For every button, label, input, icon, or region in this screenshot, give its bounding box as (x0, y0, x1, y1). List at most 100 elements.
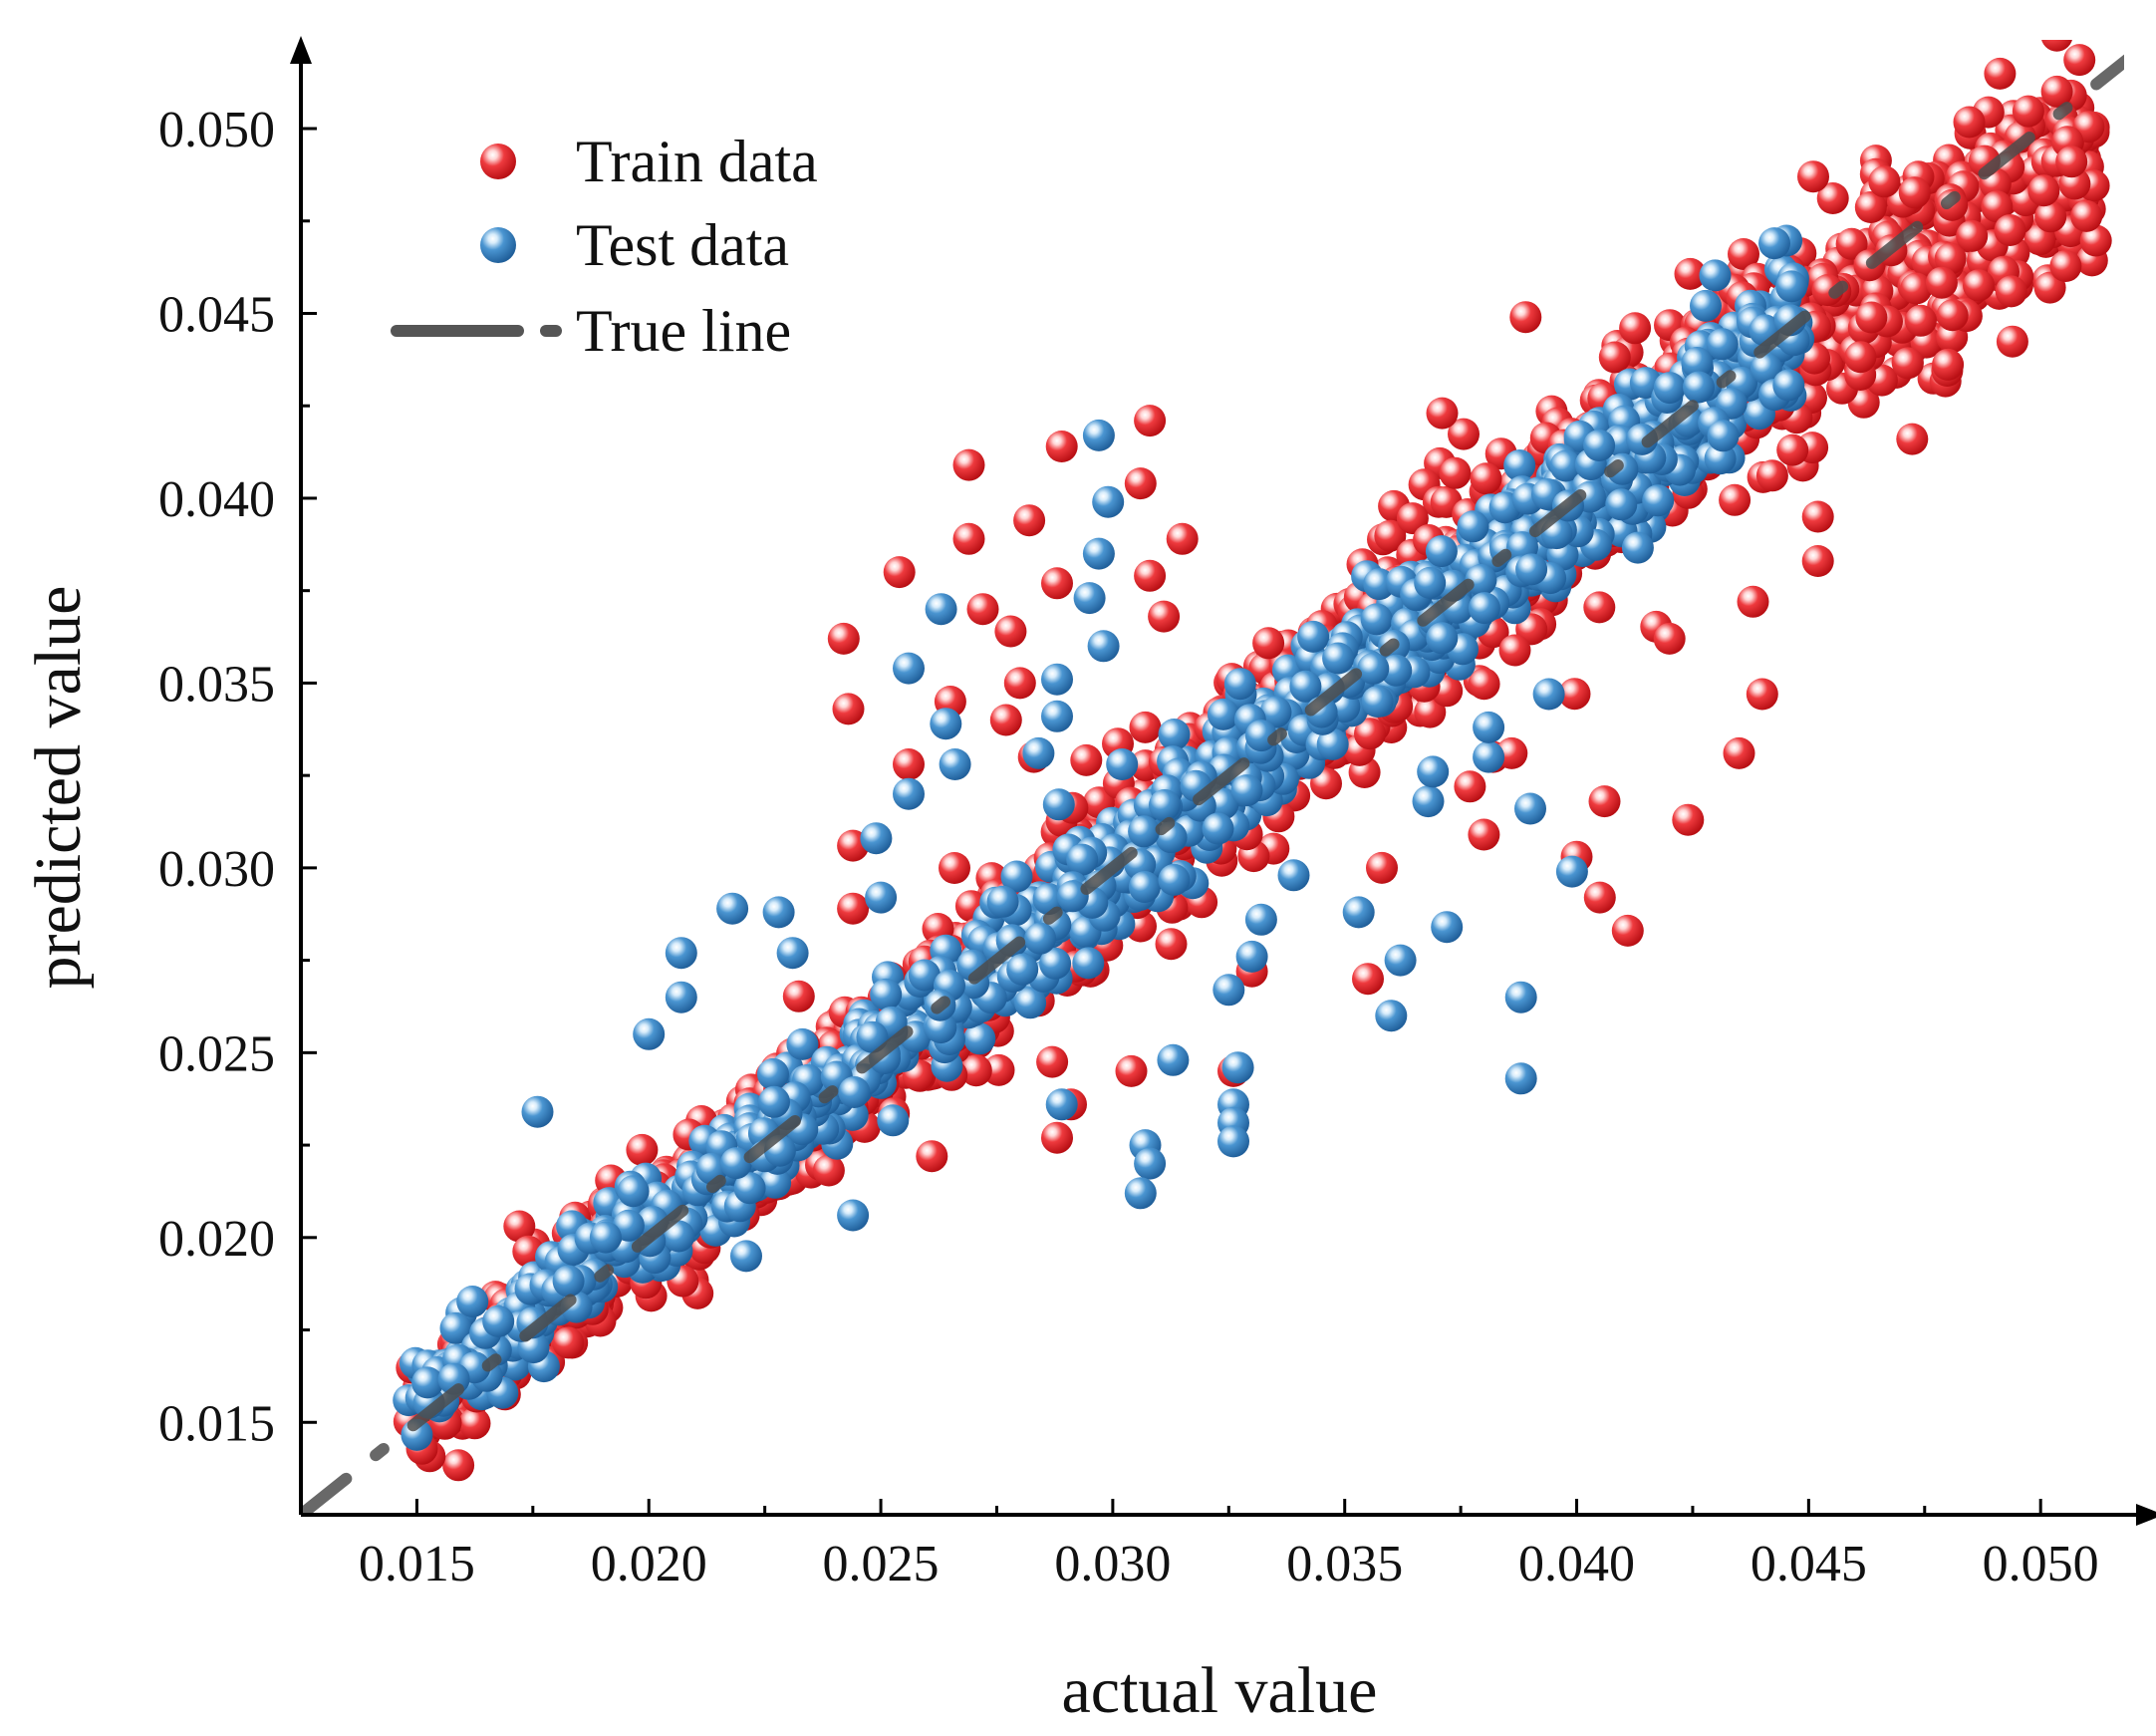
test-point (1503, 449, 1536, 481)
y-axis-title: predicted value (22, 586, 95, 990)
train-point (1509, 301, 1542, 334)
test-point (776, 937, 809, 970)
train-point (1439, 456, 1472, 489)
train-point (1719, 483, 1752, 516)
test-point (589, 1221, 622, 1254)
test-point (1082, 419, 1115, 451)
test-point (1128, 815, 1161, 848)
test-point (758, 1085, 790, 1118)
train-point (1454, 770, 1486, 803)
train-point (458, 1407, 491, 1440)
test-point (1134, 1147, 1167, 1180)
train-point (1155, 928, 1188, 961)
test-point (730, 1240, 762, 1273)
test-point (837, 1199, 870, 1232)
train-point (1984, 57, 2017, 90)
train-point (1674, 257, 1707, 290)
y-tick-label: 0.025 (158, 1025, 275, 1082)
legend: Train data Test data True line (391, 129, 818, 364)
train-point (1994, 214, 2026, 246)
train-point (1166, 522, 1199, 555)
train-point (1558, 678, 1591, 711)
train-point (966, 593, 999, 626)
test-point (1124, 1177, 1157, 1210)
true-line-layer (301, 54, 2124, 1515)
test-point (762, 896, 795, 929)
test-point (1758, 227, 1790, 260)
train-point (1934, 242, 1967, 275)
test-point (633, 1017, 666, 1050)
test-point (521, 1095, 554, 1128)
test-point (908, 959, 941, 992)
test-point (757, 1057, 789, 1090)
train-point (1672, 803, 1705, 836)
test-point (1277, 859, 1310, 892)
test-point (665, 981, 697, 1013)
train-point (1995, 275, 2027, 308)
train-point (1252, 627, 1285, 660)
test-point (1342, 896, 1375, 929)
test-point (1072, 947, 1105, 980)
train-point (1728, 238, 1759, 270)
train-point (1498, 634, 1531, 667)
train-point (626, 1133, 659, 1166)
test-point (1157, 1043, 1190, 1076)
test-point (1431, 911, 1464, 944)
train-point (1835, 227, 1868, 260)
test-point (1621, 531, 1654, 564)
test-point (1549, 449, 1582, 482)
train-point (952, 522, 985, 555)
test-point (1504, 981, 1537, 1013)
train-point (1896, 423, 1929, 455)
test-point (1555, 855, 1588, 888)
test-point (1039, 947, 1072, 980)
test-point (1014, 987, 1047, 1019)
train-point (1932, 348, 1965, 381)
train-point (1129, 711, 1162, 743)
test-point (1360, 603, 1393, 636)
test-point (925, 593, 957, 626)
test-point (1207, 698, 1239, 730)
train-point (893, 748, 925, 780)
test-point (663, 1220, 695, 1253)
test-point (893, 777, 925, 810)
test-point (986, 885, 1019, 918)
x-tick-label: 0.045 (1751, 1536, 1867, 1592)
train-point (1981, 190, 2014, 223)
train-point (1583, 881, 1616, 914)
test-point (759, 1166, 792, 1199)
train-point (959, 1054, 992, 1087)
train-point (442, 1449, 475, 1482)
test-point (860, 822, 893, 855)
train-point (1801, 545, 1834, 577)
test-point (1223, 668, 1256, 701)
test-point (1473, 740, 1505, 773)
train-point (552, 1326, 585, 1359)
test-point (1106, 748, 1139, 780)
test-point (1230, 774, 1263, 807)
test-point (1322, 642, 1355, 675)
axes (290, 36, 2156, 1526)
train-point (1352, 963, 1384, 996)
legend-label-test: Test data (576, 212, 789, 278)
train-point (2079, 6, 2111, 38)
test-point (856, 1020, 889, 1053)
test-point (439, 1311, 472, 1344)
x-tick-label: 0.040 (1518, 1536, 1635, 1592)
test-point (930, 708, 962, 740)
test-point (1583, 430, 1616, 461)
train-point (1723, 736, 1755, 769)
x-axis-title: actual value (1062, 1654, 1378, 1727)
train-point (2079, 224, 2112, 257)
train-point (1797, 160, 1829, 193)
train-point (989, 704, 1022, 736)
test-point (1690, 289, 1722, 322)
train-point (1868, 165, 1901, 198)
train-point (1354, 718, 1386, 750)
test-point (716, 892, 749, 925)
true-line (301, 54, 2124, 1515)
test-point (1221, 1051, 1254, 1084)
test-point (865, 881, 898, 914)
test-point (411, 1366, 444, 1399)
test-point (1514, 792, 1546, 825)
